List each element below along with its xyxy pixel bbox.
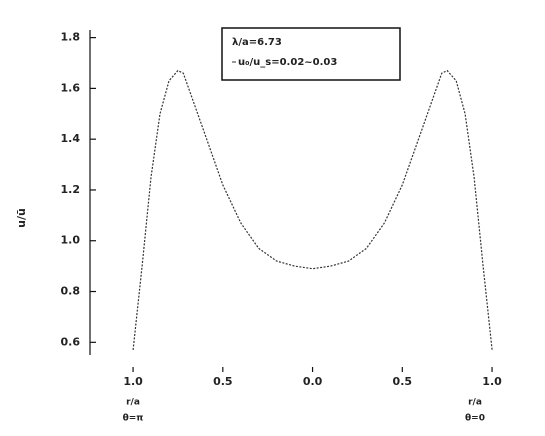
y-tick-label: 0.6: [61, 335, 81, 348]
legend-box: [221, 27, 401, 81]
legend-title: λ/a=6.73: [232, 37, 282, 48]
line: [132, 69, 493, 350]
y-tick-label: 0.8: [61, 285, 81, 298]
annotation: r/a: [468, 398, 482, 408]
annotation: θ=0: [465, 414, 485, 424]
x-tick-label: 0.5: [213, 375, 233, 388]
y-tick-label: 1.4: [61, 132, 81, 145]
y-tick-label: 1.0: [61, 234, 81, 247]
y-tick-label: 1.2: [61, 183, 81, 196]
y-axis-label: u/ū: [15, 208, 28, 228]
x-tick-label: 0.0: [303, 375, 323, 388]
annotation: r/a: [126, 398, 140, 408]
legend-label: u₀/u_s=0.02~0.03: [238, 57, 337, 68]
x-tick-label: 1.0: [123, 375, 143, 388]
x-tick-label: 0.5: [393, 375, 413, 388]
y-tick-label: 1.8: [61, 31, 81, 44]
x-tick-label: 1.0: [482, 375, 502, 388]
annotation: θ=π: [123, 414, 144, 424]
y-tick-label: 1.6: [61, 81, 81, 94]
